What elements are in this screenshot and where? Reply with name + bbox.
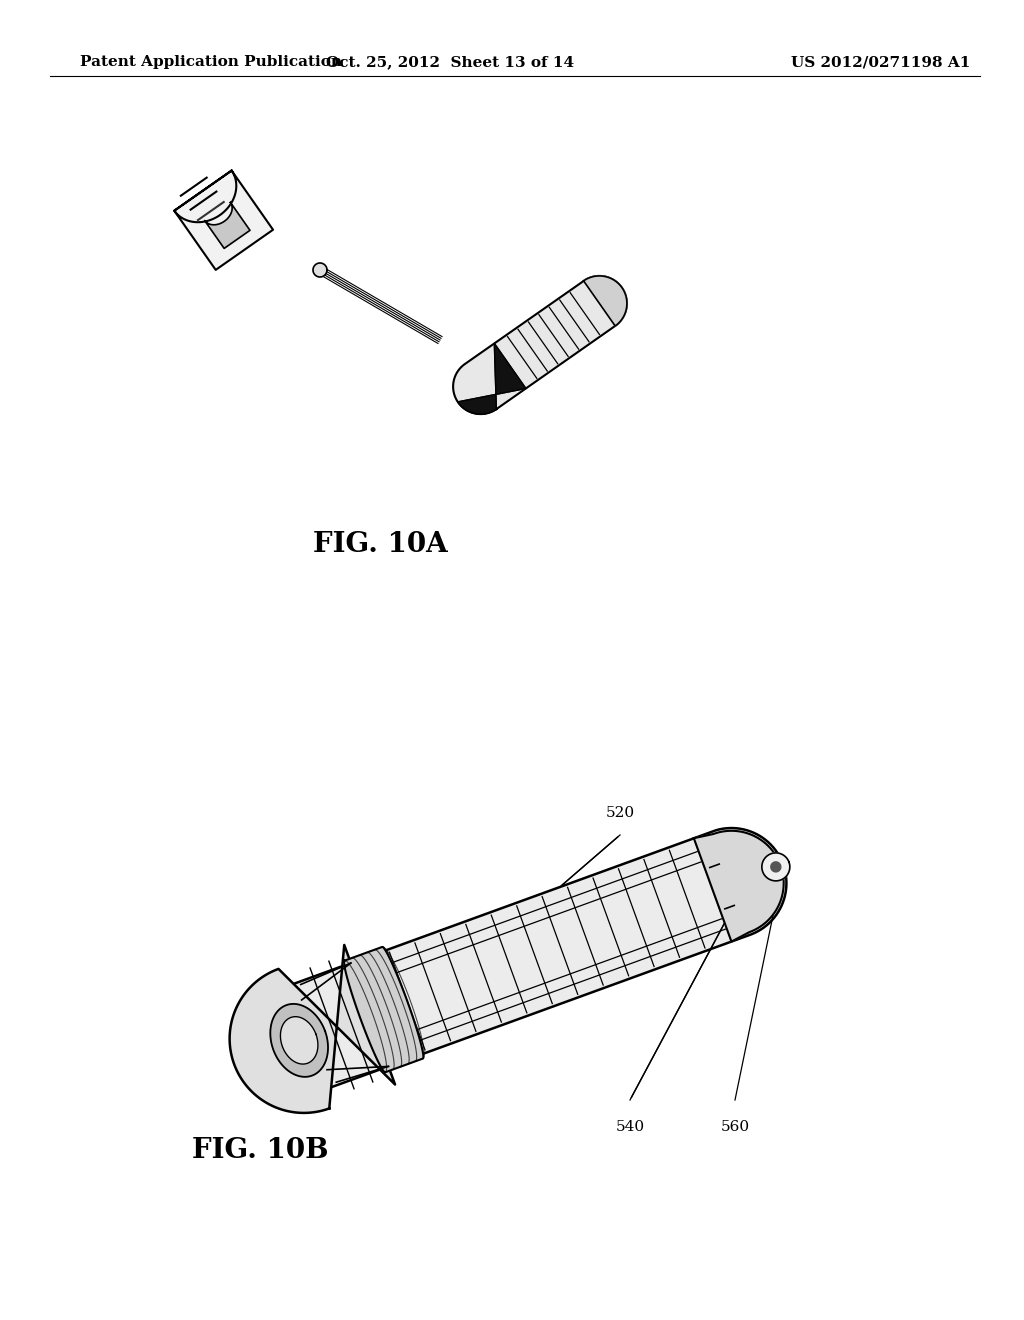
Polygon shape xyxy=(313,263,327,277)
Polygon shape xyxy=(205,202,250,248)
Polygon shape xyxy=(174,170,273,269)
Text: FIG. 10B: FIG. 10B xyxy=(191,1137,329,1163)
Polygon shape xyxy=(229,945,395,1113)
Polygon shape xyxy=(771,862,781,873)
Polygon shape xyxy=(254,828,786,1092)
Text: 540: 540 xyxy=(615,1119,644,1134)
Polygon shape xyxy=(458,343,526,414)
Polygon shape xyxy=(762,853,790,880)
Polygon shape xyxy=(270,1005,328,1077)
Text: Patent Application Publication: Patent Application Publication xyxy=(80,55,342,69)
Polygon shape xyxy=(453,276,627,414)
Text: 520: 520 xyxy=(605,807,635,820)
Text: Oct. 25, 2012  Sheet 13 of 14: Oct. 25, 2012 Sheet 13 of 14 xyxy=(326,55,574,69)
Text: 560: 560 xyxy=(721,1119,750,1134)
Polygon shape xyxy=(281,1016,317,1064)
Text: FIG. 10A: FIG. 10A xyxy=(312,532,447,558)
Polygon shape xyxy=(584,276,627,326)
Text: US 2012/0271198 A1: US 2012/0271198 A1 xyxy=(791,55,970,69)
Polygon shape xyxy=(344,946,423,1072)
Polygon shape xyxy=(694,830,783,941)
